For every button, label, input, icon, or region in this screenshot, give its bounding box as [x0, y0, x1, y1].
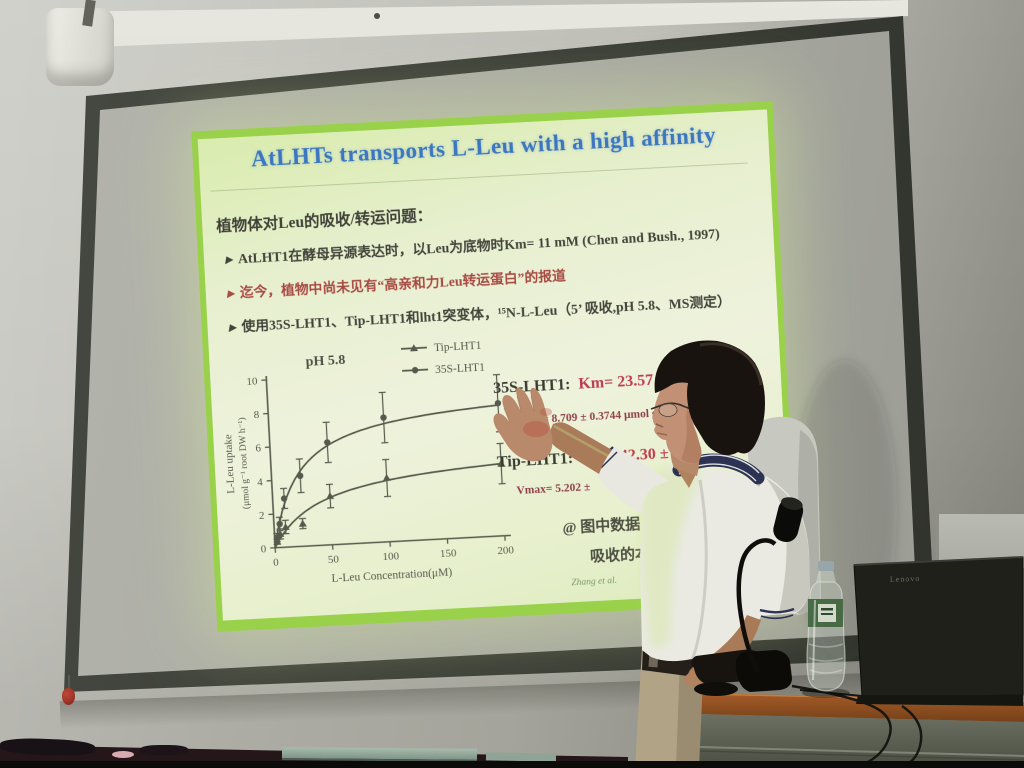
- bottom-shadow: [0, 761, 1024, 768]
- projected-red-light-on-hand: [523, 421, 549, 437]
- svg-text:(μmol g⁻¹ root DW h⁻¹): (μmol g⁻¹ root DW h⁻¹): [236, 417, 252, 509]
- svg-text:35S-LHT1: 35S-LHT1: [435, 362, 486, 377]
- pull-tab-string: [68, 675, 70, 690]
- svg-text:10: 10: [246, 375, 258, 388]
- svg-text:150: 150: [440, 547, 458, 560]
- right-forearm: [548, 422, 612, 474]
- svg-text:6: 6: [255, 443, 262, 455]
- svg-text:pH 5.8: pH 5.8: [305, 353, 345, 370]
- bottle-neck: [816, 570, 836, 582]
- svg-text:Tip-LHT1: Tip-LHT1: [434, 340, 482, 354]
- roller-end-cap: [46, 8, 114, 86]
- laptop-brand-text: Lenovo: [890, 574, 921, 584]
- presenter-face: [652, 376, 702, 464]
- screen-pull-tab: [62, 688, 75, 705]
- gooseneck-microphone: [735, 497, 804, 692]
- svg-text:200: 200: [497, 544, 515, 557]
- projector-glow-on-shirt: [640, 468, 702, 648]
- mic-neck: [736, 538, 777, 674]
- laptop: Lenovo: [853, 556, 1024, 706]
- mic-base: [735, 650, 792, 692]
- foreground-object: [112, 751, 134, 758]
- foreground-object: [140, 745, 188, 755]
- svg-text:50: 50: [328, 553, 340, 566]
- chart-series-Tip-LHT1: [273, 442, 506, 549]
- bottle-cap: [818, 561, 834, 571]
- svg-text:2: 2: [259, 510, 265, 522]
- desk-groove: [699, 746, 1024, 757]
- svg-text:0: 0: [273, 557, 280, 569]
- presenter-hair: [654, 340, 765, 455]
- svg-text:8: 8: [253, 409, 260, 421]
- svg-text:4: 4: [257, 476, 264, 488]
- svg-text:L-Leu uptake: L-Leu uptake: [222, 434, 237, 494]
- svg-text:0: 0: [260, 543, 267, 555]
- chart-legend: Tip-LHT1 35S-LHT1: [400, 340, 486, 377]
- presenter-hand: [493, 387, 553, 462]
- svg-text:100: 100: [382, 550, 400, 563]
- mount-screw: [374, 13, 380, 19]
- right-sleeve: [595, 446, 669, 514]
- water-bottle: [802, 561, 850, 698]
